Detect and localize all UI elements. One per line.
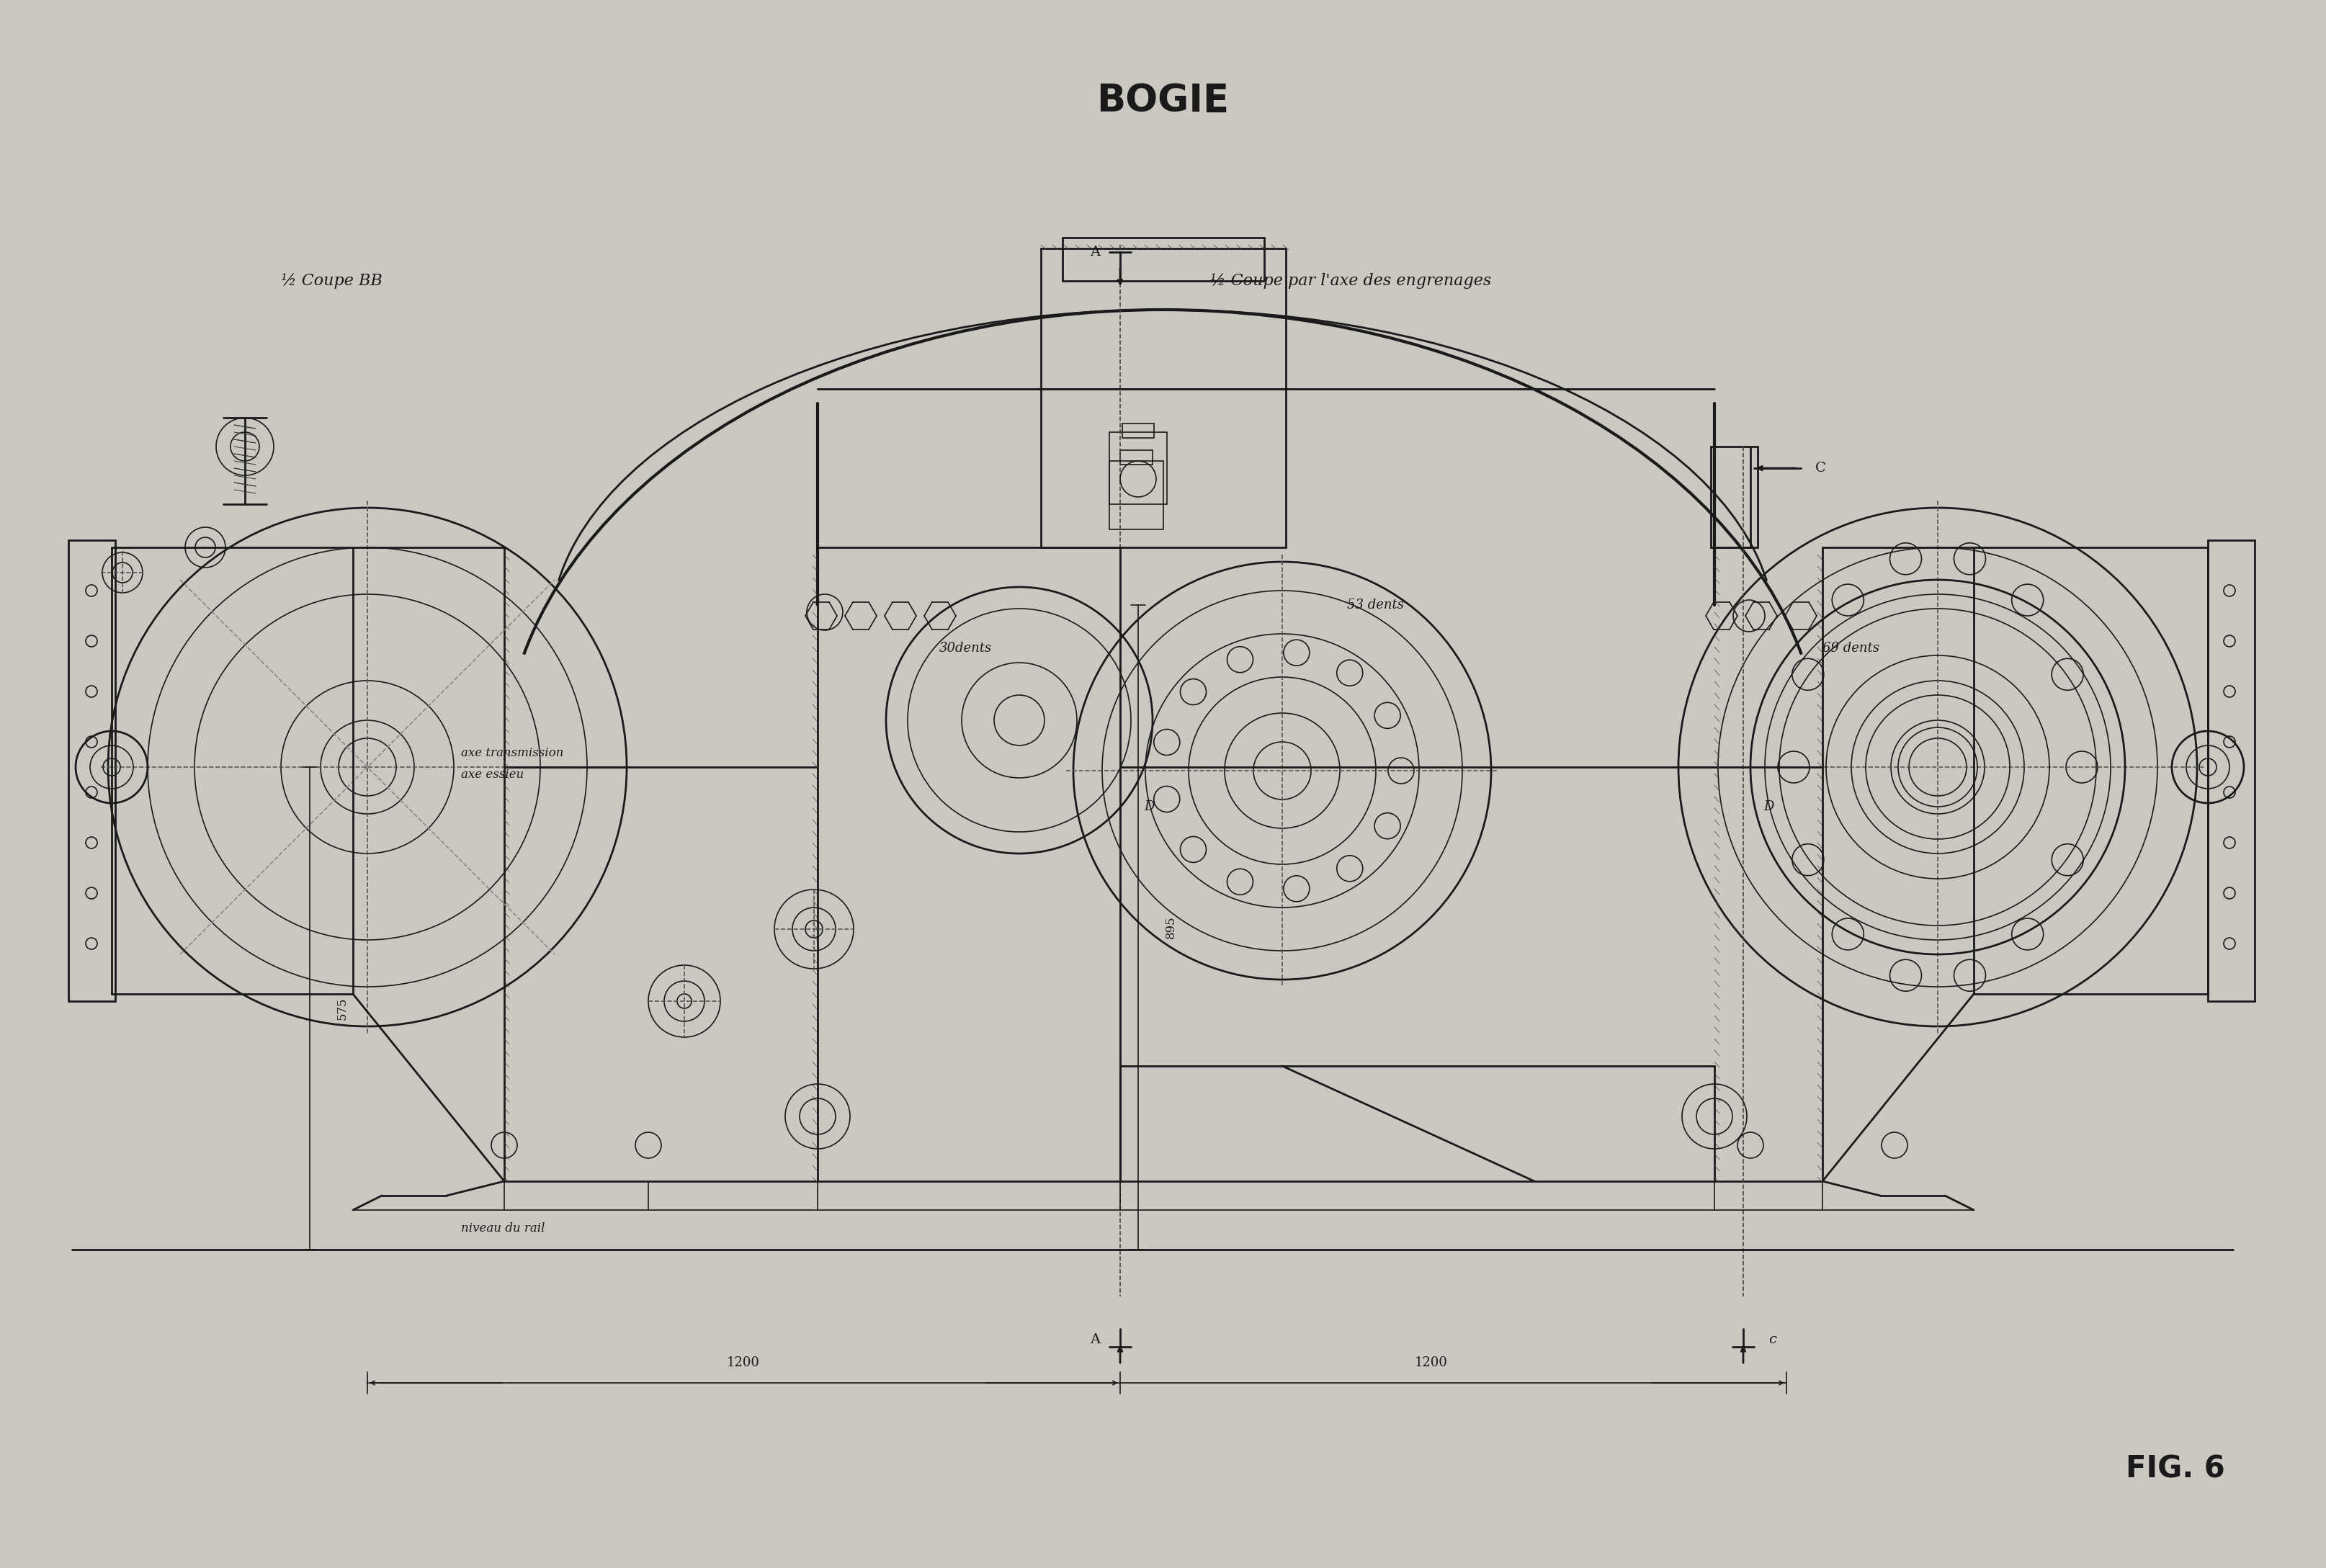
Text: 69 dents: 69 dents: [1824, 641, 1879, 655]
Text: 53 dents: 53 dents: [1347, 599, 1405, 612]
Bar: [1110, 461, 1163, 530]
Bar: [1121, 450, 1154, 464]
Bar: [1123, 423, 1154, 437]
Text: 895: 895: [1165, 916, 1177, 938]
Text: A: A: [1091, 1333, 1100, 1347]
Bar: [1712, 447, 1758, 547]
Text: D: D: [1763, 800, 1775, 814]
Text: axe essieu: axe essieu: [461, 768, 523, 781]
Text: FIG. 6: FIG. 6: [2126, 1454, 2226, 1485]
Text: c: c: [1768, 1333, 1777, 1347]
Text: BOGIE: BOGIE: [1096, 82, 1228, 119]
Text: A: A: [1091, 246, 1100, 259]
Text: 30dents: 30dents: [940, 641, 991, 655]
Text: 575: 575: [335, 997, 349, 1019]
Text: niveau du rail: niveau du rail: [461, 1221, 544, 1234]
Text: D: D: [1144, 800, 1154, 814]
Text: ½ Coupe par l'axe des engrenages: ½ Coupe par l'axe des engrenages: [1210, 273, 1491, 289]
Text: ½ Coupe BB: ½ Coupe BB: [281, 273, 381, 289]
Text: C: C: [1814, 461, 1826, 475]
Text: 1200: 1200: [1414, 1356, 1447, 1369]
Text: axe transmission: axe transmission: [461, 746, 563, 759]
Text: 1200: 1200: [726, 1356, 761, 1369]
Bar: [67, 541, 116, 1000]
Bar: [1042, 248, 1286, 389]
Bar: [2207, 541, 2254, 1000]
Bar: [1110, 433, 1168, 505]
Bar: [1063, 238, 1265, 281]
